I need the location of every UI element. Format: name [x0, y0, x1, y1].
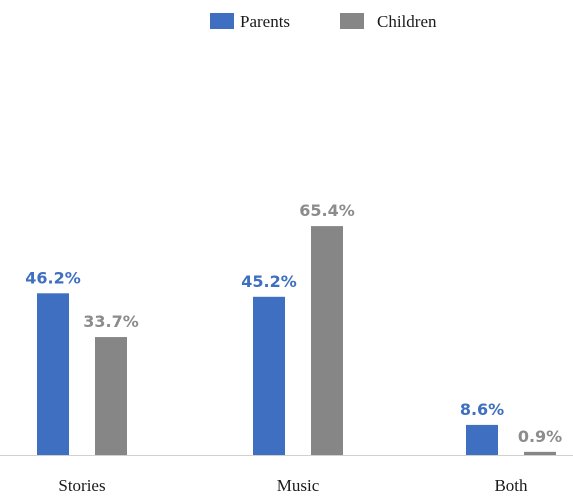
bar-music-children	[311, 226, 343, 455]
bar-stories-children	[95, 337, 127, 455]
value-label-music-children: 65.4%	[299, 201, 355, 220]
bar-both-children	[524, 451, 556, 455]
value-label-both-children: 0.9%	[518, 427, 562, 446]
legend-swatch-children	[340, 13, 364, 29]
value-label-both-parents: 8.6%	[460, 400, 504, 419]
category-label-stories: Stories	[58, 476, 105, 495]
legend-label-parents: Parents	[240, 12, 290, 31]
legend: Parents Children	[210, 12, 437, 31]
category-label-music: Music	[277, 476, 320, 495]
bar-both-parents	[466, 424, 498, 455]
value-label-music-parents: 45.2%	[241, 272, 297, 291]
bar-stories-parents	[37, 293, 69, 455]
value-label-stories-children: 33.7%	[83, 312, 139, 331]
bars	[37, 226, 556, 455]
category-label-both: Both	[494, 476, 528, 495]
value-label-stories-parents: 46.2%	[25, 268, 81, 287]
legend-label-children: Children	[377, 12, 437, 31]
bar-music-parents	[253, 296, 285, 455]
legend-swatch-parents	[210, 13, 234, 29]
value-labels: 46.2% 33.7% 45.2% 65.4% 8.6% 0.9%	[25, 201, 562, 446]
category-labels: Stories Music Both	[58, 476, 528, 495]
